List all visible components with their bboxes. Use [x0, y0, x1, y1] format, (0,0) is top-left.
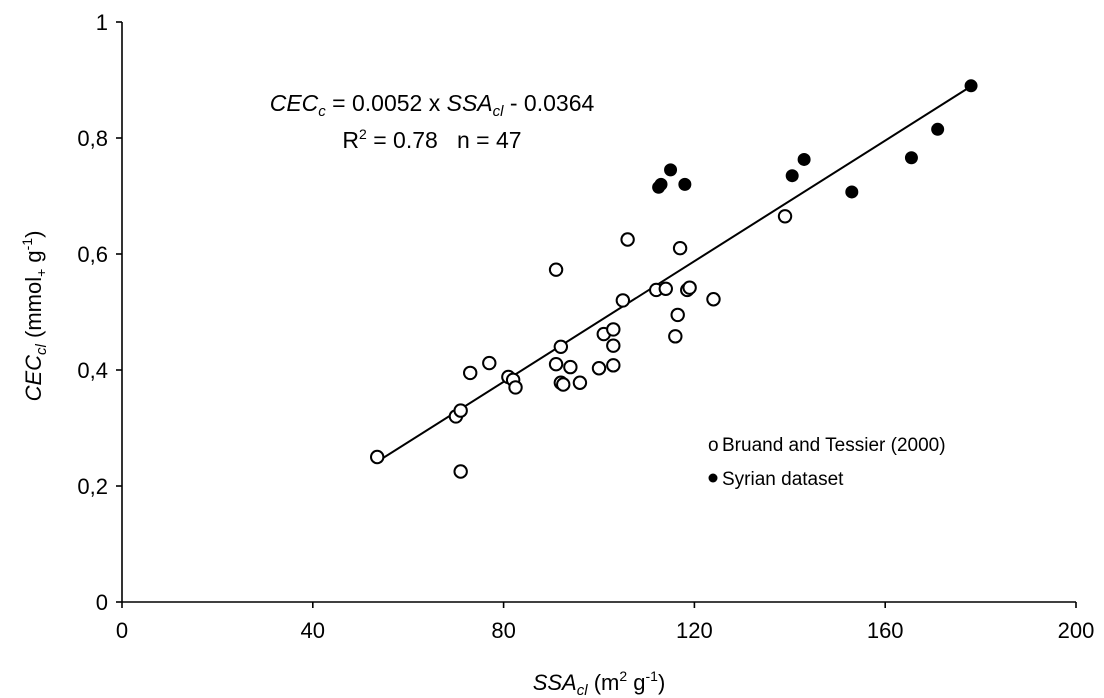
x-tick-label: 0	[116, 618, 128, 643]
data-point-filled	[785, 169, 799, 183]
data-point-open	[606, 358, 621, 373]
stats-line: R2 = 0.78 n = 47	[342, 126, 521, 153]
data-point-open	[548, 357, 564, 372]
data-point-filled	[664, 163, 678, 177]
y-tick-label: 0,6	[77, 242, 108, 267]
y-axis-title: CECcl (mmol+ g-1)	[19, 231, 50, 402]
data-point-open	[682, 280, 697, 295]
data-point-open	[508, 380, 523, 395]
series-syrian-dataset	[652, 79, 978, 199]
trendline	[376, 85, 972, 463]
x-tick-label: 120	[676, 618, 713, 643]
data-point-filled	[845, 185, 859, 199]
y-tick-label: 0,4	[77, 358, 108, 383]
data-point-open	[615, 293, 631, 308]
y-axis: 0 0,2 0,4 0,6 0,8 1	[77, 10, 123, 615]
data-point-filled	[654, 177, 668, 191]
data-point-open	[606, 322, 621, 337]
x-tick-label: 80	[491, 618, 515, 643]
series-bruand-tessier	[369, 209, 793, 479]
y-ticks: 0 0,2 0,4 0,6 0,8 1	[77, 10, 122, 615]
legend-symbol-open: o	[708, 435, 719, 456]
data-point-open	[606, 338, 621, 353]
x-tick-label: 200	[1058, 618, 1095, 643]
y-tick-label: 1	[96, 10, 108, 35]
legend-label-bruand-tessier: Bruand and Tessier (2000)	[722, 435, 946, 456]
legend-item-syrian: Syrian dataset	[708, 469, 844, 490]
data-point-open	[706, 292, 721, 307]
data-point-filled	[904, 151, 918, 165]
legend-item-bruand-tessier: o Bruand and Tessier (2000)	[708, 435, 946, 456]
data-point-filled	[964, 79, 978, 93]
data-point-open	[482, 355, 497, 371]
legend-marker-filled	[708, 473, 718, 483]
data-point-open	[591, 361, 607, 376]
x-axis-title: SSAcl (m2 g-1)	[533, 668, 666, 698]
data-point-open	[658, 281, 673, 296]
data-point-open	[620, 232, 635, 247]
data-point-filled	[931, 122, 945, 136]
data-point-open	[556, 377, 571, 392]
legend: o Bruand and Tessier (2000) Syrian datas…	[708, 435, 946, 490]
data-point-open	[369, 449, 385, 465]
data-point-open	[563, 359, 578, 375]
data-point-filled	[797, 152, 811, 166]
data-point-open	[672, 241, 688, 256]
data-point-open	[463, 365, 478, 381]
data-point-open	[548, 262, 564, 277]
data-point-open	[553, 339, 569, 354]
legend-label-syrian: Syrian dataset	[722, 469, 844, 490]
data-point-open	[572, 375, 588, 390]
x-ticks: 0 40 80 120 160 200	[116, 602, 1094, 643]
y-tick-label: 0,8	[77, 126, 108, 151]
equation-line: CECc = 0.0052 x SSAcl - 0.0364	[270, 90, 595, 120]
data-point-open	[670, 307, 685, 323]
data-point-open	[668, 329, 683, 344]
x-tick-label: 160	[867, 618, 904, 643]
x-tick-label: 40	[301, 618, 325, 643]
data-point-open	[453, 403, 468, 418]
data-point-open	[453, 464, 468, 479]
data-point-filled	[678, 177, 692, 191]
equation-annotation: CECc = 0.0052 x SSAcl - 0.0364 R2 = 0.78…	[270, 90, 595, 153]
y-tick-label: 0,2	[77, 474, 108, 499]
y-tick-label: 0	[96, 590, 108, 615]
data-point-open	[777, 209, 793, 224]
x-axis: 0 40 80 120 160 200	[116, 601, 1094, 643]
